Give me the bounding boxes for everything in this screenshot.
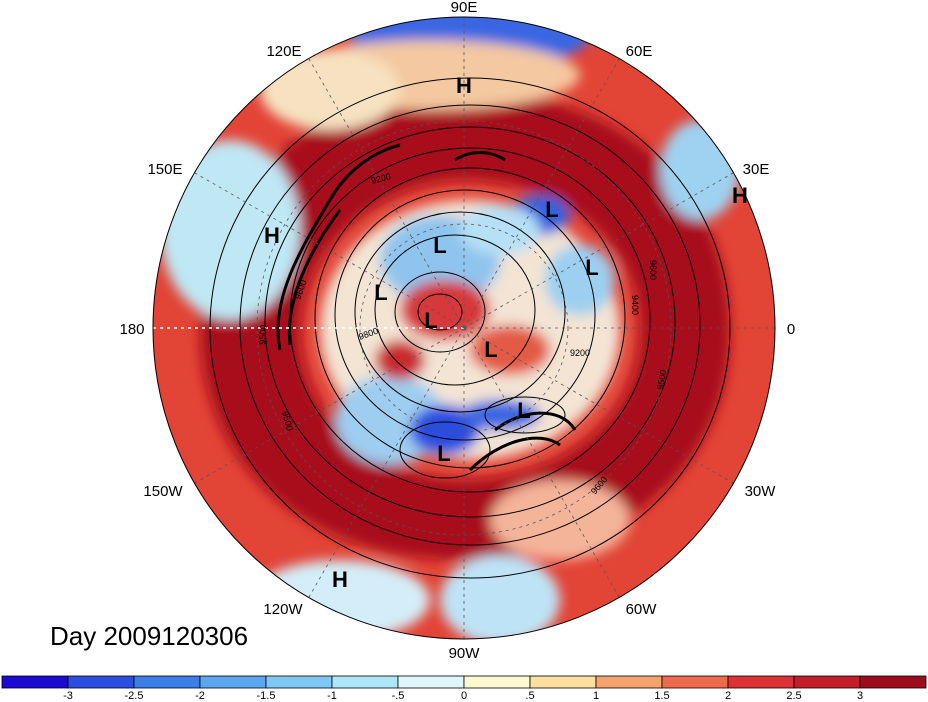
central-warm-region: [400, 280, 490, 340]
color-bar-swatch: [529, 675, 597, 689]
day-title: Day 2009120306: [50, 621, 248, 651]
longitude-label-30e: 30E: [743, 161, 770, 178]
longitude-label-120w: 120W: [263, 601, 303, 618]
high-pressure-label: H: [456, 73, 472, 98]
color-bar-tick-label: -.5: [392, 690, 405, 702]
meridian-line: [463, 172, 734, 329]
low-pressure-label: L: [517, 398, 530, 423]
color-bar-tick-label: 0: [461, 690, 467, 702]
jet-contour: [287, 209, 342, 346]
longitude-label-30w: 30W: [745, 483, 777, 500]
strong-cool-patch-3: [460, 400, 540, 430]
jet-contour: [494, 411, 577, 432]
meridian-line: [308, 327, 465, 598]
color-bar-tick-label: -2.5: [125, 690, 144, 702]
color-bar-swatch: [199, 675, 267, 689]
longitude-label-180: 180: [119, 321, 144, 338]
low-pressure-label: L: [484, 337, 497, 362]
color-bar-swatch: [133, 675, 201, 689]
longitude-label-90w: 90W: [449, 645, 481, 662]
color-bar-tick-label: 1: [593, 690, 599, 702]
light-anomaly-south: [490, 480, 630, 560]
longitude-label-150w: 150W: [143, 483, 183, 500]
color-bar: -3 -2.5 -2 -1.5 -1 -.5 0 .5 1 1.5 2 2.5 3: [1, 675, 927, 702]
meridian-line: [308, 58, 465, 329]
meridian-line: [463, 58, 620, 329]
contour-value-label: 9500: [655, 369, 668, 390]
color-bar-tick-label: -3: [63, 690, 73, 702]
light-anomaly-northwest: [260, 50, 400, 130]
high-pressure-label: H: [332, 567, 348, 592]
warm-anomaly-ring: [200, 90, 730, 560]
low-pressure-label: L: [585, 255, 598, 280]
contour-line: [394, 271, 486, 353]
cool-patch-east: [545, 245, 615, 315]
longitude-label-150e: 150E: [147, 161, 182, 178]
color-bar-swatch: [1, 675, 69, 689]
jet-contours: [276, 143, 577, 472]
longitude-label-60e: 60E: [626, 43, 653, 60]
jet-contour: [468, 436, 561, 472]
color-bar-swatch: [793, 675, 861, 689]
jet-contour: [454, 151, 506, 162]
map-boundary: [152, 16, 776, 640]
high-pressure-label: H: [732, 183, 748, 208]
cool-anomaly-west: [160, 140, 300, 320]
longitude-label-120e: 120E: [266, 43, 301, 60]
jet-contour: [276, 143, 401, 351]
contour-value-label: 9600: [648, 260, 658, 280]
low-pressure-label: L: [545, 197, 558, 222]
color-bar-swatch: [727, 675, 795, 689]
contour-line: [399, 421, 491, 479]
contour-line: [417, 293, 463, 331]
longitude-label-60w: 60W: [626, 601, 658, 618]
meridian-line: [463, 327, 620, 598]
cool-patch-north: [460, 205, 540, 255]
meridian-line: [194, 327, 465, 484]
contour-line: [374, 234, 536, 386]
low-pressure-label: L: [374, 280, 387, 305]
color-bar-tick-label: .5: [525, 690, 534, 702]
warm-patch-southwest: [375, 340, 425, 380]
pressure-center-labels: H H H H L L L L L L L L: [264, 73, 748, 592]
graticule: [153, 17, 775, 639]
color-bar-tick-label: 3: [857, 690, 863, 702]
color-bar-tick-label: -2: [195, 690, 205, 702]
color-bar-tick-label: 1.5: [654, 690, 669, 702]
contour-line: [239, 104, 701, 546]
color-bar-swatch: [265, 675, 333, 689]
color-bar-tick-label: 2.5: [786, 690, 801, 702]
high-pressure-label: H: [264, 223, 280, 248]
contour-line: [354, 211, 566, 413]
contour-value-label: 9500: [257, 324, 269, 345]
meridian-line: [194, 172, 465, 329]
color-bar-swatch: [595, 675, 663, 689]
color-bar-swatch: [859, 675, 927, 689]
meridian-line: [463, 327, 734, 484]
color-bar-swatch: [463, 675, 531, 689]
contour-line: [334, 189, 596, 441]
color-bar-swatch: [67, 675, 135, 689]
central-warm-region-2: [470, 325, 550, 375]
low-pressure-label: L: [424, 308, 437, 333]
color-bar-tick-label: -1: [327, 690, 337, 702]
parallel-circle: [359, 223, 569, 433]
color-bar-tick-label: 2: [725, 690, 731, 702]
parallel-circle: [256, 120, 672, 536]
low-pressure-label: L: [433, 233, 446, 258]
color-bar-swatch: [331, 675, 399, 689]
longitude-labels: 90E 60E 30E 0 30W 60W 90W 120W 150W 180 …: [119, 0, 795, 662]
contour-value-label: 9200: [570, 348, 590, 358]
contour-line: [264, 126, 676, 518]
color-bar-swatch: [661, 675, 729, 689]
longitude-label-0: 0: [787, 321, 795, 338]
color-bar-swatch: [397, 675, 465, 689]
contour-value-label: 9400: [630, 295, 640, 315]
longitude-label-90e: 90E: [451, 0, 478, 16]
low-pressure-label: L: [437, 441, 450, 466]
contour-line: [484, 396, 566, 434]
color-bar-tick-label: -1.5: [257, 690, 276, 702]
